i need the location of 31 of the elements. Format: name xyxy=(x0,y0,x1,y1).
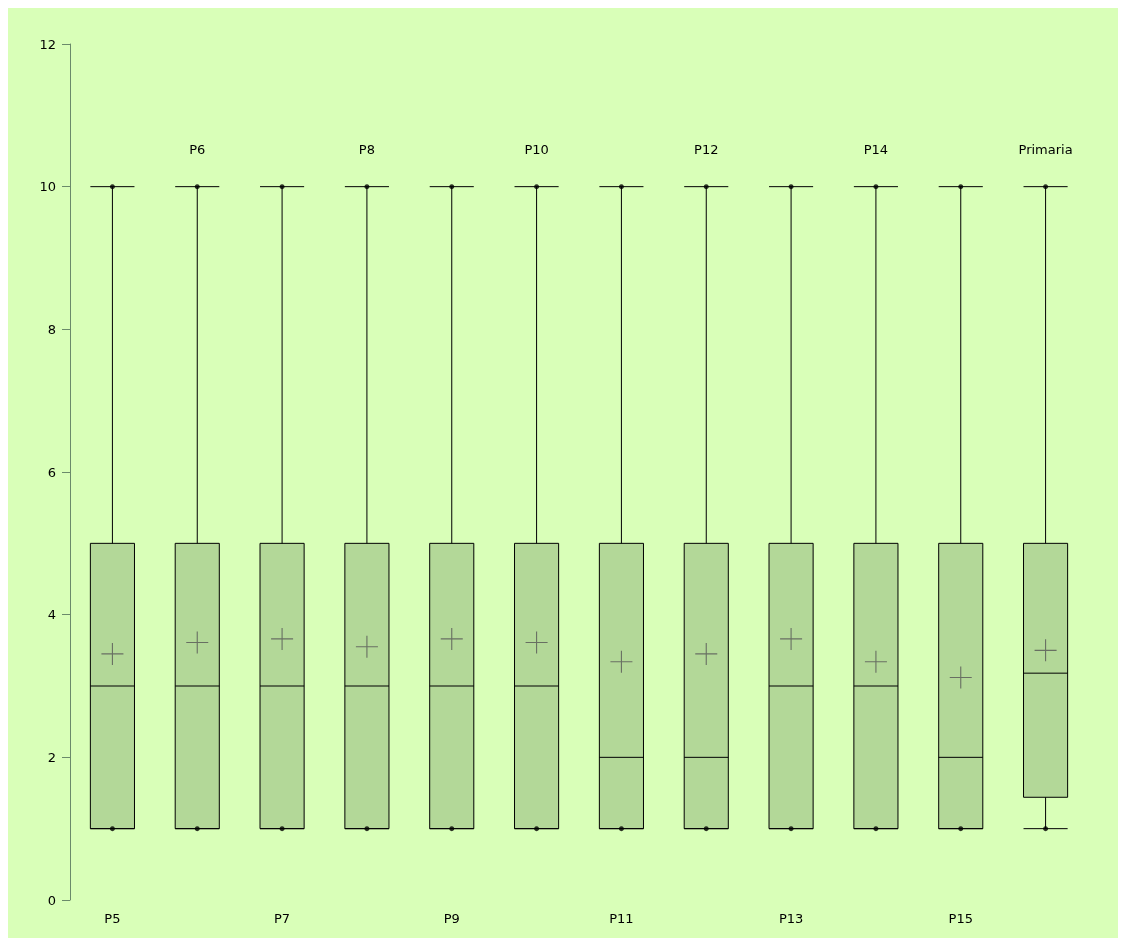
y-tick-label: 4 xyxy=(47,607,56,623)
x-tick-label: P7 xyxy=(274,911,291,926)
point xyxy=(525,631,548,654)
point xyxy=(695,642,718,665)
point xyxy=(780,627,803,650)
y-tick-label: 12 xyxy=(39,36,56,52)
y-tick-label: 10 xyxy=(39,179,56,195)
point xyxy=(271,627,294,650)
x-tick-label: Primaria xyxy=(1018,142,1073,157)
x-tick-label: P13 xyxy=(778,911,804,926)
x-tick-label: P9 xyxy=(443,911,460,926)
point xyxy=(1034,639,1057,662)
point xyxy=(610,650,633,673)
point xyxy=(186,631,209,654)
y-tick-label: 2 xyxy=(47,749,56,765)
x-tick-label: P15 xyxy=(948,911,973,926)
point xyxy=(949,666,972,689)
x-tick-label: P11 xyxy=(609,911,634,926)
point xyxy=(355,635,378,658)
y-tick-label: 0 xyxy=(47,892,56,908)
point xyxy=(864,650,887,673)
y-tick-label: 8 xyxy=(47,321,56,337)
x-tick-label: P14 xyxy=(863,142,889,157)
x-tick-label: P12 xyxy=(694,142,719,157)
x-tick-label: P6 xyxy=(189,142,206,157)
point xyxy=(440,627,463,650)
y-tick-label: 6 xyxy=(47,464,56,480)
x-tick-label: P10 xyxy=(524,142,549,157)
x-tick-label: P5 xyxy=(104,911,121,926)
point xyxy=(101,642,124,665)
x-tick-label: P8 xyxy=(358,142,375,157)
